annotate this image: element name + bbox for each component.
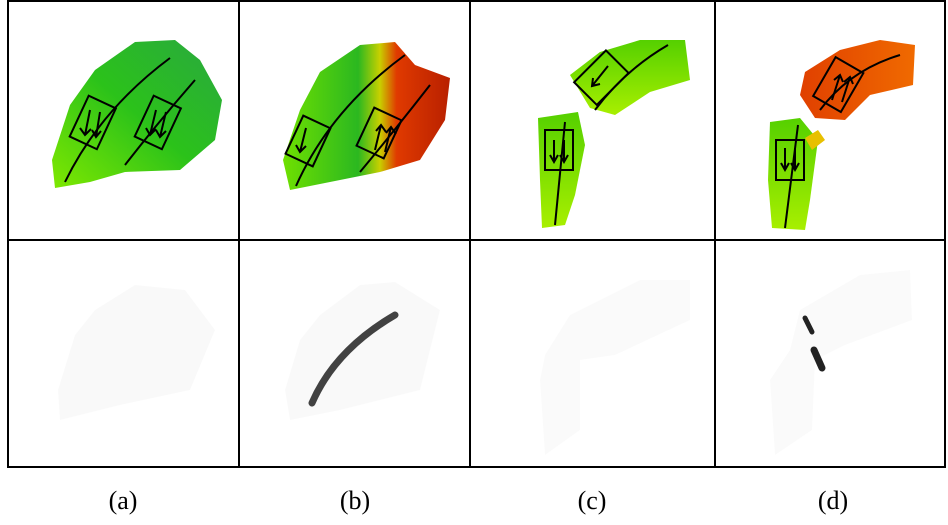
panel-a-map: [52, 40, 222, 188]
panel-label: (c): [578, 486, 607, 515]
panel-d-error: [770, 270, 912, 455]
panel-b-error: [285, 282, 440, 420]
panel-label: (d): [818, 486, 848, 515]
panel-c-error: [540, 280, 690, 455]
panel-label: (b): [340, 486, 370, 515]
panel-a-error: [58, 285, 215, 420]
figure: (a) (b) (c) (d): [0, 0, 948, 525]
panel-label: (a): [109, 486, 138, 515]
panel-d-map: [768, 40, 915, 230]
panel-c-map: [538, 40, 690, 228]
panel-b-map: [283, 42, 450, 190]
